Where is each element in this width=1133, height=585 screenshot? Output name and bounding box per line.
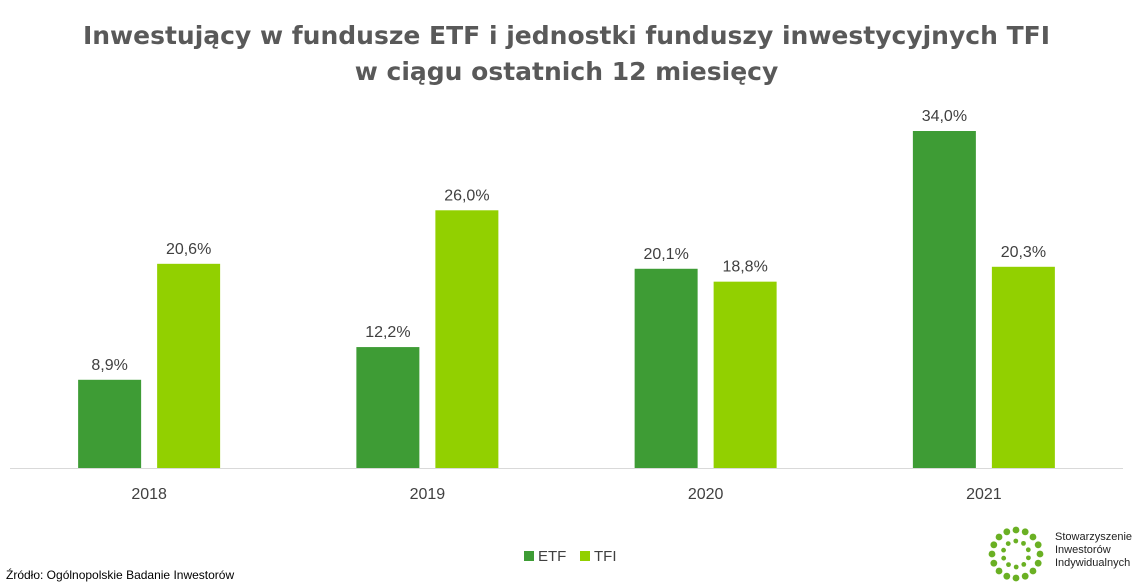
logo-dot bbox=[1012, 526, 1020, 534]
logo-text: Stowarzyszenie Inwestorów Indywidualnych bbox=[1055, 531, 1132, 570]
logo-dot bbox=[1021, 562, 1027, 567]
logo-dot bbox=[1005, 541, 1011, 546]
bar-tfi-2019 bbox=[435, 210, 499, 468]
logo-dot bbox=[1029, 533, 1037, 541]
logo-dot bbox=[995, 533, 1003, 541]
data-label-etf-2019: 12,2% bbox=[365, 324, 410, 341]
logo-line1: Stowarzyszenie bbox=[1055, 531, 1133, 543]
chart-title-line1: Inwestujący w fundusze ETF i jednostki f… bbox=[82, 21, 1051, 50]
bar-tfi-2020 bbox=[713, 281, 777, 468]
logo-dot bbox=[1034, 559, 1042, 567]
logo-dot bbox=[1012, 574, 1020, 582]
logo-line3: Indywidualnych bbox=[1055, 557, 1131, 569]
logo-dot bbox=[1025, 547, 1031, 553]
logo-dot bbox=[1029, 567, 1037, 575]
logo-dot bbox=[1021, 572, 1029, 580]
logo-line2: Inwestorów bbox=[1055, 544, 1111, 556]
legend-label-tfi: TFI bbox=[594, 548, 617, 565]
legend-label-etf: ETF bbox=[538, 548, 566, 565]
logo-dot bbox=[990, 559, 998, 567]
bar-etf-2021 bbox=[912, 131, 976, 468]
data-label-etf-2021: 34,0% bbox=[922, 108, 967, 125]
logo-dot bbox=[1021, 528, 1029, 536]
logo-dot bbox=[1021, 540, 1026, 546]
data-label-etf-2020: 20,1% bbox=[643, 246, 688, 263]
bar-etf-2020 bbox=[634, 268, 698, 468]
logo-dot bbox=[1034, 541, 1042, 549]
x-tick-label-2020: 2020 bbox=[688, 486, 724, 503]
bar-etf-2018 bbox=[78, 379, 142, 468]
logo-dot bbox=[1013, 538, 1019, 544]
logo-dot bbox=[1001, 547, 1006, 553]
logo-dot bbox=[1001, 555, 1007, 561]
data-label-tfi-2019: 26,0% bbox=[444, 187, 489, 204]
x-tick-label-2021: 2021 bbox=[966, 486, 1002, 503]
bar-tfi-2018 bbox=[157, 263, 221, 468]
data-label-tfi-2018: 20,6% bbox=[166, 241, 211, 258]
logo-dot bbox=[1003, 572, 1011, 580]
legend-swatch-tfi bbox=[580, 551, 590, 561]
logo-dot bbox=[1006, 562, 1011, 568]
logo-dot bbox=[988, 550, 996, 558]
logo-dot bbox=[1013, 564, 1019, 570]
x-tick-label-2018: 2018 bbox=[131, 486, 167, 503]
logo-wreath-icon bbox=[988, 526, 1044, 582]
data-label-tfi-2020: 18,8% bbox=[722, 259, 767, 276]
bar-tfi-2021 bbox=[991, 266, 1055, 468]
logo-dot bbox=[990, 541, 998, 549]
logo-dot bbox=[1036, 550, 1044, 558]
x-tick-label-2019: 2019 bbox=[410, 486, 446, 503]
data-label-etf-2018: 8,9% bbox=[91, 357, 127, 374]
chart-title: Inwestujący w fundusze ETF i jednostki f… bbox=[0, 18, 1133, 90]
data-label-tfi-2021: 20,3% bbox=[1001, 244, 1046, 261]
bar-etf-2019 bbox=[356, 347, 420, 468]
logo: Stowarzyszenie Inwestorów Indywidualnych bbox=[983, 521, 1133, 585]
legend-swatch-etf bbox=[524, 551, 534, 561]
logo-dot bbox=[1003, 528, 1011, 536]
source-note: Źródło: Ogólnopolskie Badanie Inwestorów bbox=[6, 568, 235, 582]
logo-dot bbox=[1026, 555, 1031, 561]
chart-title-line2: w ciągu ostatnich 12 miesięcy bbox=[354, 57, 779, 86]
logo-dot bbox=[995, 567, 1003, 575]
